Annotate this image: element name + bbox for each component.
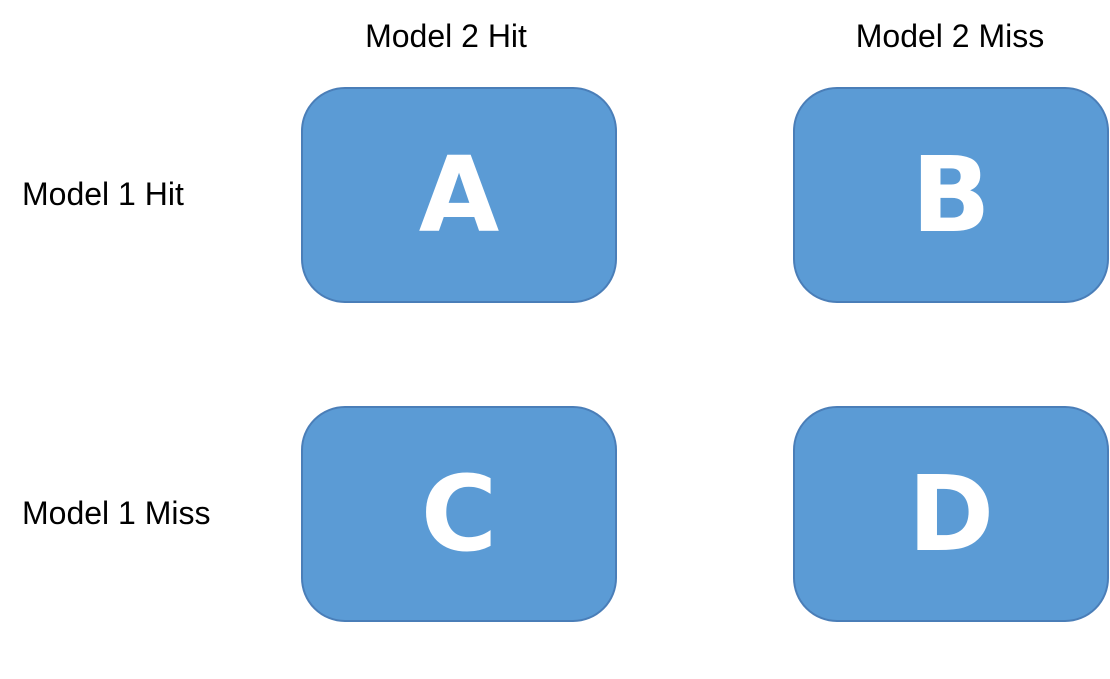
cell-b: B (793, 87, 1109, 303)
column-header-model-2-miss: Model 2 Miss (855, 18, 1045, 54)
cell-a: A (301, 87, 617, 303)
cell-c-label: C (420, 453, 498, 575)
cell-c: C (301, 406, 617, 622)
cell-d-label: D (907, 453, 995, 575)
row-header-model-1-hit: Model 1 Hit (22, 176, 184, 212)
cell-d: D (793, 406, 1109, 622)
cell-b-label: B (911, 134, 991, 256)
cell-a-label: A (418, 134, 500, 256)
column-header-model-2-hit: Model 2 Hit (365, 18, 527, 54)
row-header-model-1-miss: Model 1 Miss (22, 495, 211, 531)
